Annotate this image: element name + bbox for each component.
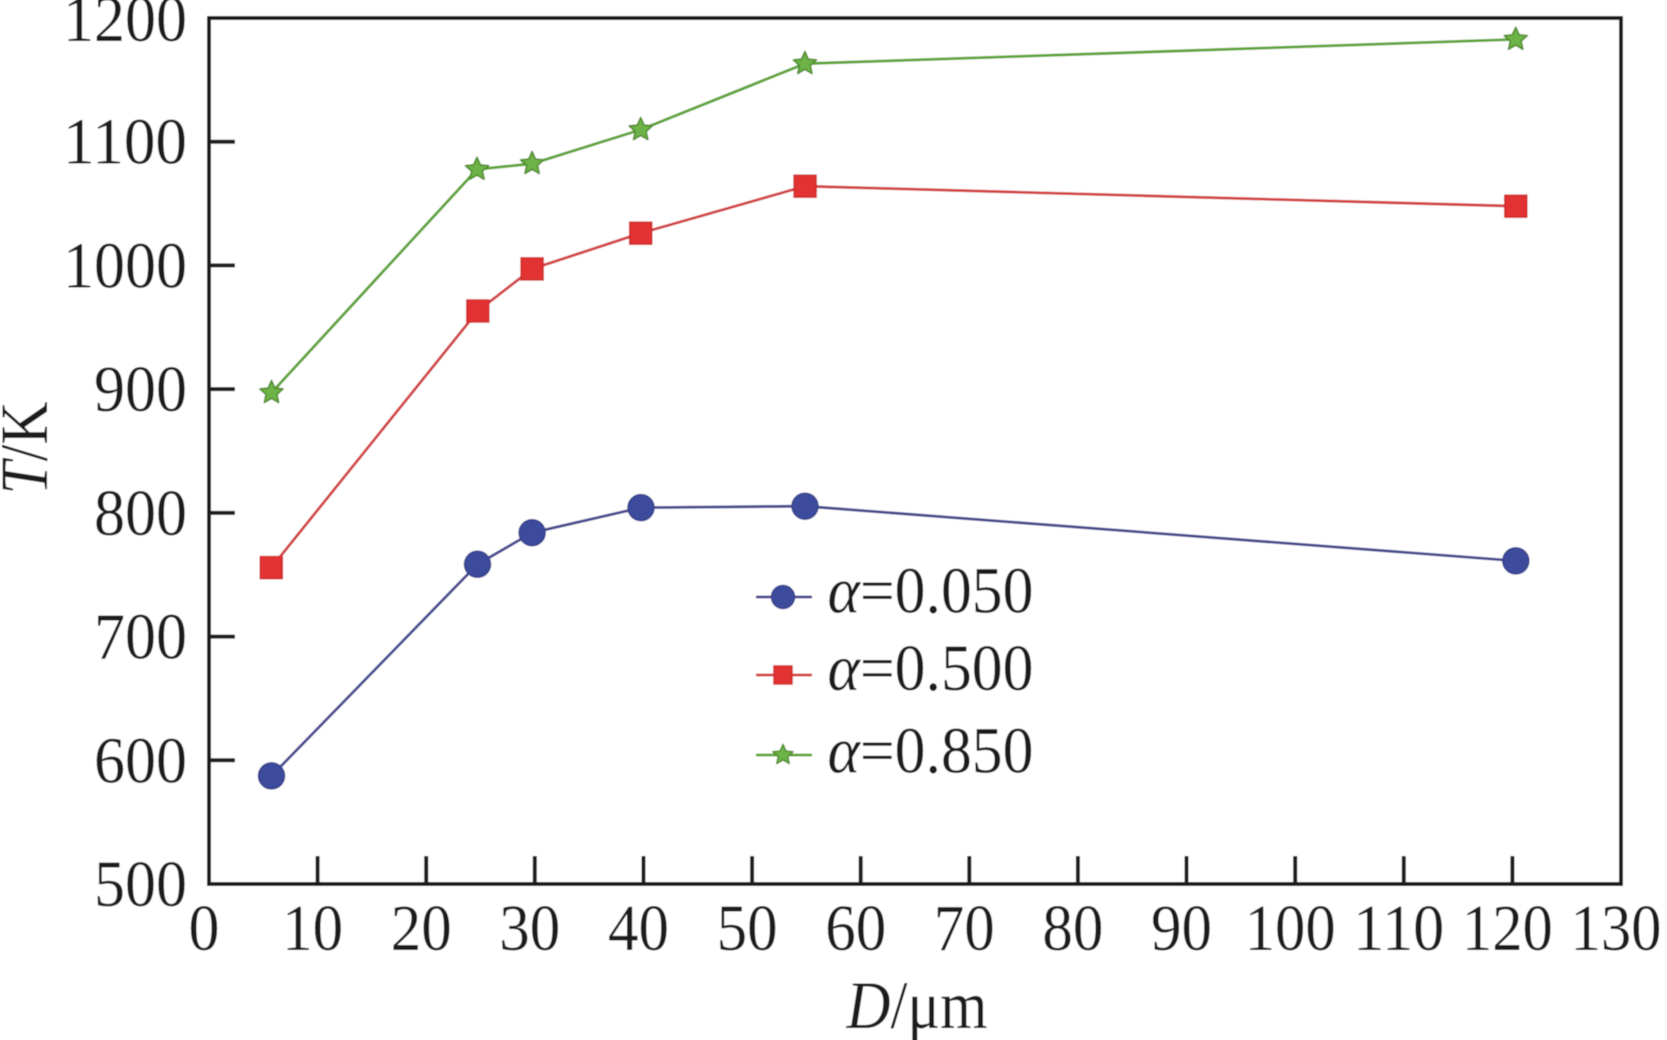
- svg-text:20: 20: [391, 892, 452, 965]
- svg-text:130: 130: [1571, 892, 1662, 965]
- svg-text:1100: 1100: [63, 106, 187, 179]
- svg-text:α=0.500: α=0.500: [828, 632, 1034, 705]
- svg-text:700: 700: [94, 601, 187, 674]
- svg-text:800: 800: [94, 477, 187, 550]
- svg-text:70: 70: [934, 892, 995, 965]
- svg-text:80: 80: [1042, 892, 1103, 965]
- svg-text:α=0.850: α=0.850: [828, 715, 1034, 788]
- svg-text:α=0.050: α=0.050: [828, 555, 1034, 628]
- svg-text:600: 600: [94, 724, 187, 797]
- svg-text:50: 50: [717, 892, 778, 965]
- svg-text:1000: 1000: [63, 229, 187, 302]
- svg-text:900: 900: [94, 353, 187, 426]
- svg-text:1200: 1200: [63, 0, 187, 56]
- svg-text:120: 120: [1462, 892, 1553, 965]
- svg-text:110: 110: [1353, 892, 1444, 965]
- svg-text:60: 60: [825, 892, 886, 965]
- svg-text:D/μm: D/μm: [846, 967, 988, 1040]
- svg-text:T/K: T/K: [0, 402, 62, 495]
- svg-text:10: 10: [282, 892, 343, 965]
- svg-text:30: 30: [499, 892, 560, 965]
- svg-text:90: 90: [1151, 892, 1212, 965]
- svg-text:500: 500: [94, 848, 187, 921]
- svg-text:0: 0: [189, 892, 220, 965]
- svg-text:40: 40: [608, 892, 669, 965]
- svg-text:100: 100: [1245, 892, 1336, 965]
